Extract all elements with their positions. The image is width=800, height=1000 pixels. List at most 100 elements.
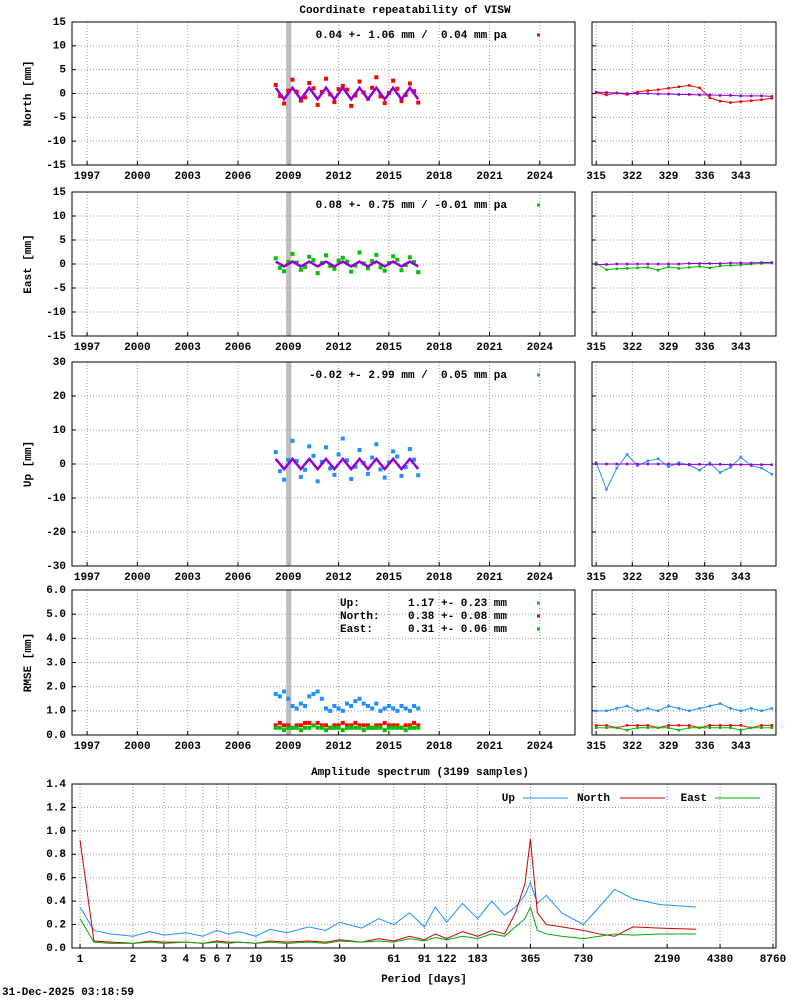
data-point <box>277 720 282 725</box>
data-point <box>625 724 629 727</box>
data-point <box>328 725 333 730</box>
data-point <box>328 708 333 713</box>
data-point <box>357 696 362 701</box>
x-tick-label: 2024 <box>527 741 554 753</box>
data-point <box>395 708 400 713</box>
x-tick-label: 336 <box>695 572 715 584</box>
data-point <box>370 259 375 264</box>
data-point <box>399 725 404 730</box>
data-point <box>698 726 701 729</box>
y-tick-label: 1.4 <box>46 779 66 791</box>
legend-marker <box>537 373 540 377</box>
data-point <box>277 93 282 98</box>
data-point <box>307 254 312 259</box>
data-point <box>282 269 287 274</box>
legend-label: 0.04 +- 1.06 mm / 0.04 mm pa <box>316 30 508 42</box>
x-tick-label: 7 <box>225 954 232 966</box>
x-tick-label: 2015 <box>376 741 403 753</box>
data-point <box>749 726 753 729</box>
data-point <box>395 723 400 728</box>
data-point <box>344 259 349 264</box>
data-point <box>770 707 774 710</box>
data-point <box>739 263 743 267</box>
chart-title: Amplitude spectrum (3199 samples) <box>311 767 529 779</box>
data-point <box>332 723 337 728</box>
data-point <box>729 466 732 469</box>
data-point <box>698 93 701 97</box>
data-point <box>687 84 691 87</box>
data-point <box>286 696 291 701</box>
data-point <box>594 462 598 466</box>
x-tick-label: 91 <box>418 954 432 966</box>
data-point <box>344 725 349 730</box>
data-point <box>324 76 329 81</box>
legend-label: East <box>681 793 707 805</box>
data-point <box>646 459 650 463</box>
data-point <box>698 86 701 90</box>
x-axis-label: Period [days] <box>381 974 467 986</box>
data-point <box>687 724 691 727</box>
data-point <box>344 87 349 92</box>
x-tick-label: 2 <box>130 954 137 966</box>
x-tick-label: 329 <box>659 171 679 183</box>
data-point <box>311 723 316 728</box>
y-tick-label: 5 <box>59 235 66 247</box>
x-tick-label: 6 <box>214 954 221 966</box>
data-point <box>605 268 608 272</box>
data-point <box>319 725 324 730</box>
x-tick-label: 343 <box>731 572 751 584</box>
data-point <box>349 269 354 274</box>
data-point <box>374 701 379 706</box>
y-axis-label: North [mm] <box>23 60 35 126</box>
series-line <box>79 880 697 937</box>
x-tick-label: 1997 <box>74 572 100 584</box>
data-point <box>294 458 299 463</box>
y-tick-label: -10 <box>46 493 66 505</box>
data-point <box>353 725 358 730</box>
data-point <box>286 88 291 93</box>
x-tick-label: 2003 <box>174 342 201 354</box>
series-line <box>596 262 772 265</box>
data-point <box>667 92 670 96</box>
data-point <box>273 82 278 87</box>
y-axis-label: East [mm] <box>23 234 35 293</box>
data-point <box>391 449 396 454</box>
data-point <box>770 261 774 264</box>
data-point <box>298 728 303 733</box>
data-point <box>298 267 303 272</box>
data-point <box>324 723 329 728</box>
y-tick-label: 0 <box>59 88 66 100</box>
data-point <box>336 706 341 711</box>
data-point <box>349 723 354 728</box>
data-point <box>273 256 278 261</box>
data-point <box>739 100 743 103</box>
data-point <box>615 726 619 729</box>
data-point <box>594 90 598 94</box>
series-line <box>596 724 772 729</box>
data-point <box>374 442 379 447</box>
data-point <box>770 97 774 100</box>
data-point <box>311 691 316 696</box>
data-point <box>349 704 354 708</box>
data-point <box>760 261 763 264</box>
data-point <box>378 265 383 270</box>
data-point <box>729 707 732 710</box>
data-point <box>282 477 287 482</box>
x-tick-label: 10 <box>249 954 262 966</box>
data-point <box>605 263 608 266</box>
data-point <box>307 694 312 699</box>
data-point <box>718 463 722 466</box>
data-point <box>698 262 701 265</box>
x-tick-label: 183 <box>468 954 488 966</box>
data-point <box>286 725 291 730</box>
x-tick-label: 2190 <box>654 954 680 966</box>
y-tick-label: -5 <box>53 112 67 124</box>
series-line <box>595 453 773 491</box>
data-point <box>708 463 712 466</box>
data-point <box>370 455 375 460</box>
data-point <box>340 728 345 733</box>
x-tick-label: 315 <box>586 741 606 753</box>
x-tick-label: 4 <box>183 954 190 966</box>
data-point <box>403 706 408 711</box>
data-point <box>729 94 732 97</box>
